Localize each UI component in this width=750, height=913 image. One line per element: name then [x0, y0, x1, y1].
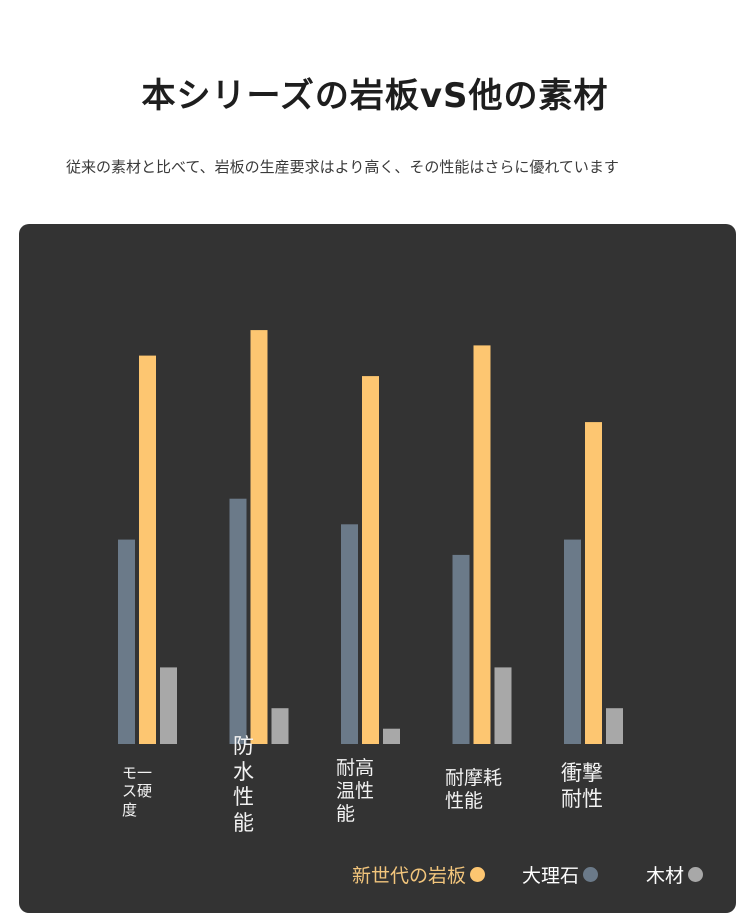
page-title: 本シリーズの岩板vS他の素材	[141, 76, 609, 116]
page-subtitle: 従来の素材と比べて、岩板の生産要求はより高く、その性能はさらに優れています	[66, 158, 619, 176]
category-label-3: 耐高 温性能	[336, 757, 374, 827]
bar-3-2	[362, 376, 379, 744]
category-label-line: 性能	[445, 790, 484, 813]
legend-label: 木材	[646, 865, 685, 887]
bar-3-1	[341, 524, 358, 744]
legend-label: 新世代の岩板	[352, 865, 467, 887]
bar-3-3	[383, 728, 400, 744]
category-label-4: 耐摩耗 性能	[445, 767, 502, 813]
category-label-line: 水	[233, 759, 254, 784]
category-label-2: 防水性能	[233, 734, 254, 836]
category-label-line: 温性	[336, 780, 375, 803]
bar-4-2	[473, 345, 491, 744]
category-label-line: 能	[233, 810, 254, 835]
bar-1-3	[160, 667, 177, 744]
category-label-line: 耐高	[336, 757, 375, 779]
category-label-line: 能	[336, 803, 356, 826]
category-label-line: 衝撃	[561, 761, 603, 785]
category-label-1: モ一 ス硬度	[122, 764, 152, 819]
category-label-line: 防	[233, 734, 254, 758]
bar-2-1	[229, 498, 247, 744]
legend-dot-icon	[688, 867, 704, 882]
bar-2-2	[250, 330, 268, 744]
category-label-line: 性	[233, 785, 254, 810]
category-label-line: ス硬	[122, 782, 153, 801]
bar-4-3	[494, 667, 512, 744]
legend-item-3: 木材	[646, 861, 704, 888]
bar-1-1	[118, 539, 135, 744]
legend-item-1: 新世代の岩板	[352, 861, 486, 888]
category-label-line: 耐性	[561, 786, 603, 811]
legend-dot-icon	[583, 867, 599, 882]
category-label-line: 耐摩耗	[445, 767, 503, 789]
legend-item-2: 大理石	[522, 861, 599, 888]
category-label-line: モ一	[122, 764, 153, 782]
bar-5-3	[606, 708, 623, 744]
bar-2-3	[271, 708, 289, 744]
legend-label: 大理石	[522, 865, 580, 887]
bar-5-2	[585, 422, 602, 744]
chart-panel: モ一 ス硬度防水性能耐高 温性能耐摩耗 性能 衝撃 耐性 新世代の岩板 大理石 木材	[19, 224, 736, 913]
bar-5-1	[564, 539, 581, 744]
category-label-5: 衝撃 耐性	[561, 761, 603, 812]
bar-chart	[118, 330, 623, 744]
category-label-line: 度	[122, 800, 138, 819]
bar-1-2	[139, 355, 156, 744]
legend-dot-icon	[470, 867, 486, 882]
bar-4-1	[452, 554, 470, 744]
